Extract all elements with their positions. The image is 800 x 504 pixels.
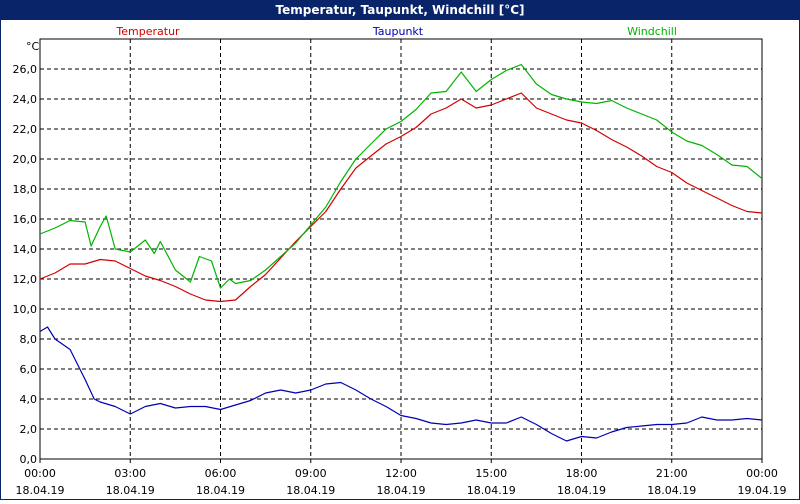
y-tick-label: 4,0: [20, 393, 38, 406]
x-tick-date-label: 18.04.19: [286, 484, 335, 497]
x-tick-time-label: 06:00: [205, 467, 237, 480]
series-line-windchill: [39, 63, 763, 289]
y-tick-label: 22,0: [13, 123, 38, 136]
x-tick-time-label: 21:00: [656, 467, 688, 480]
x-tick-date-label: 18.04.19: [106, 484, 155, 497]
series-line-temperatur: [39, 92, 763, 303]
grid-layer: [40, 39, 762, 459]
y-tick-label: 16,0: [13, 213, 38, 226]
x-tick-time-label: 18:00: [566, 467, 598, 480]
legend-label-temperatur: Temperatur: [115, 25, 180, 38]
y-tick-label: 26,0: [13, 63, 38, 76]
x-tick-time-label: 12:00: [385, 467, 417, 480]
y-tick-label: 10,0: [13, 303, 38, 316]
y-tick-label: 24,0: [13, 93, 38, 106]
x-tick-date-label: 18.04.19: [377, 484, 426, 497]
x-tick-date-label: 19.04.19: [738, 484, 787, 497]
x-tick-time-label: 09:00: [295, 467, 327, 480]
window-title: Temperatur, Taupunkt, Windchill [°C]: [0, 0, 800, 20]
series-layer: [39, 63, 763, 442]
y-tick-label: 12,0: [13, 273, 38, 286]
legend-label-windchill: Windchill: [627, 25, 677, 38]
line-chart: 0,0 2,0 4,0 6,0 8,0 10,0 12,0 14,0 16,0 18,0 20,0 2…: [13, 25, 787, 497]
x-tick-date-label: 18.04.19: [647, 484, 696, 497]
y-tick-label: 8,0: [20, 333, 38, 346]
x-tick-time-label: 00:00: [24, 467, 56, 480]
legend-label-taupunkt: Taupunkt: [372, 25, 424, 38]
x-tick-date-label: 18.04.19: [196, 484, 245, 497]
chart-area: 0,0 2,0 4,0 6,0 8,0 10,0 12,0 14,0 16,0 18,0 20,0 2…: [0, 20, 800, 500]
y-tick-label: 20,0: [13, 153, 38, 166]
x-tick-time-label: 03:00: [114, 467, 146, 480]
x-tick-date-label: 18.04.19: [16, 484, 65, 497]
y-tick-label: 14,0: [13, 243, 38, 256]
x-tick-date-label: 18.04.19: [467, 484, 516, 497]
series-line-taupunkt: [39, 326, 763, 442]
legend-layer: Temperatur Taupunkt Windchill: [115, 25, 677, 38]
x-tick-time-label: 00:00: [746, 467, 778, 480]
x-tick-time-label: 15:00: [475, 467, 507, 480]
y-axis-unit-label: °C: [26, 40, 40, 53]
y-tick-label: 6,0: [20, 363, 38, 376]
x-tick-date-label: 18.04.19: [557, 484, 606, 497]
axis-layer: 0,0 2,0 4,0 6,0 8,0 10,0 12,0 14,0 16,0 18,0 20,0 2…: [13, 38, 787, 497]
y-tick-label: 18,0: [13, 183, 38, 196]
y-tick-label: 0,0: [20, 453, 38, 466]
y-tick-label: 2,0: [20, 423, 38, 436]
